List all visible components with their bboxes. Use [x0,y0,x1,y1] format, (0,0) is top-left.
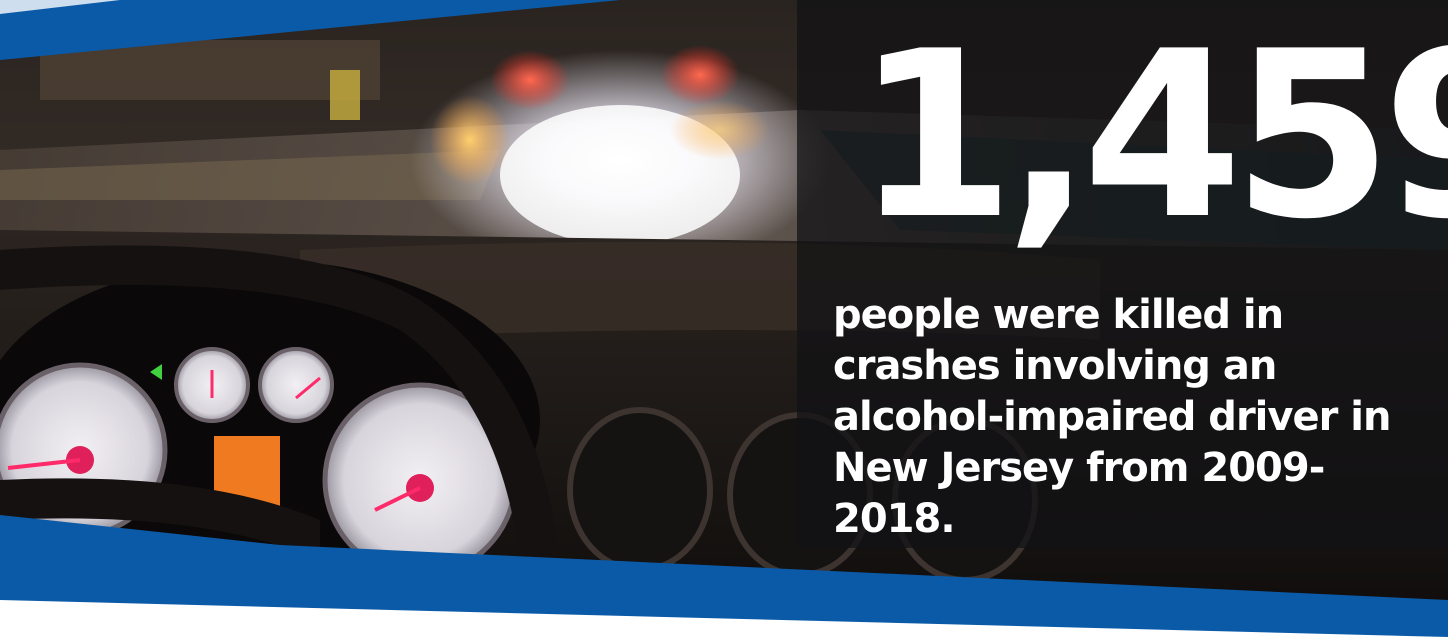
stat-overlay-panel [797,0,1448,548]
stat-caption: people were killed in crashes involving … [833,292,1391,542]
stat-number: 1,459 [855,3,1448,270]
